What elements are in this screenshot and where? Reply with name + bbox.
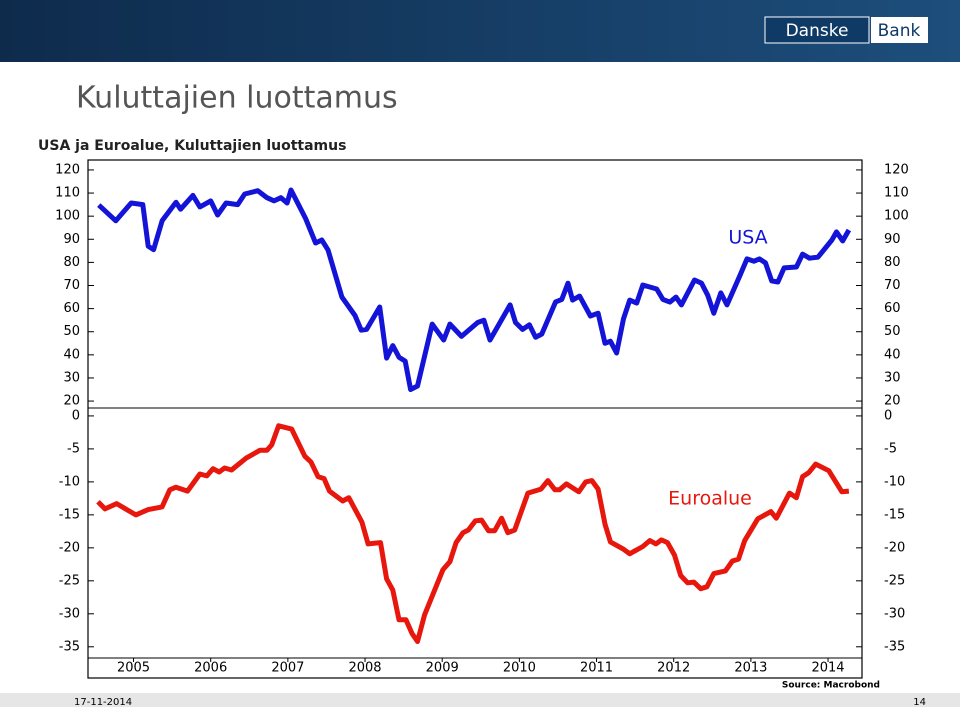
footer-date: 17-11-2014 bbox=[74, 697, 132, 707]
footer-page: 14 bbox=[913, 697, 926, 707]
x-tick-label: 2005 bbox=[117, 661, 150, 676]
y-tick-label: -10 bbox=[59, 474, 80, 489]
y-tick-label: 120 bbox=[55, 162, 80, 177]
y-tick-label: 70 bbox=[63, 278, 80, 293]
y-tick-label: -30 bbox=[59, 606, 80, 621]
x-tick-label: 2006 bbox=[194, 661, 227, 676]
source: Source: Macrobond bbox=[782, 681, 880, 691]
y2-tick-label: -5 bbox=[884, 441, 897, 456]
logo-text: Bank bbox=[878, 21, 921, 41]
y2-tick-label: 20 bbox=[884, 394, 901, 409]
logo-box bbox=[871, 17, 928, 43]
y-tick-label: 110 bbox=[55, 186, 80, 201]
y2-tick-label: 40 bbox=[884, 347, 901, 362]
y-tick-label: 30 bbox=[63, 370, 80, 385]
y-tick-label: -25 bbox=[59, 573, 80, 588]
y-tick-label: -35 bbox=[59, 639, 80, 654]
y-tick-label: 0 bbox=[72, 408, 80, 423]
chart-frame bbox=[87, 159, 863, 679]
x-tick-label: 2010 bbox=[503, 661, 536, 676]
series-label: USA bbox=[728, 227, 767, 249]
y-tick-label: 90 bbox=[63, 232, 80, 247]
series-label: Euroalue bbox=[668, 488, 752, 510]
y2-tick-label: 110 bbox=[884, 186, 909, 201]
x-tick-label: 2009 bbox=[426, 661, 459, 676]
y2-tick-label: 80 bbox=[884, 255, 901, 270]
y2-tick-label: 0 bbox=[884, 408, 892, 423]
series-line bbox=[97, 187, 852, 392]
y2-tick-label: 30 bbox=[884, 370, 901, 385]
x-tick-label: 2011 bbox=[580, 661, 613, 676]
y2-tick-label: -30 bbox=[884, 606, 905, 621]
y2-tick-label: 50 bbox=[884, 324, 901, 339]
y-tick-label: 100 bbox=[55, 209, 80, 224]
y2-tick-label: 100 bbox=[884, 209, 909, 224]
y2-tick-label: 120 bbox=[884, 162, 909, 177]
x-tick-label: 2013 bbox=[734, 661, 767, 676]
x-tick-label: 2012 bbox=[657, 661, 690, 676]
footer-band bbox=[0, 693, 960, 707]
logo-box bbox=[764, 16, 870, 44]
y2-tick-label: -15 bbox=[884, 507, 905, 522]
x-tick-label: 2007 bbox=[271, 661, 304, 676]
series-label-bg bbox=[670, 488, 750, 510]
y2-tick-label: 90 bbox=[884, 232, 901, 247]
y2-tick-label: -20 bbox=[884, 540, 905, 555]
series-line bbox=[96, 423, 850, 644]
y-tick-label: 40 bbox=[63, 347, 80, 362]
y-tick-label: -5 bbox=[67, 441, 80, 456]
y-tick-label: 80 bbox=[63, 255, 80, 270]
y-tick-label: 20 bbox=[63, 394, 80, 409]
y2-tick-label: -35 bbox=[884, 639, 905, 654]
y2-tick-label: 70 bbox=[884, 278, 901, 293]
logo-text: Danske bbox=[786, 21, 849, 41]
page-title: Kuluttajien luottamus bbox=[76, 81, 398, 116]
y2-tick-label: 60 bbox=[884, 301, 901, 316]
x-tick-label: 2008 bbox=[348, 661, 381, 676]
y-tick-label: -20 bbox=[59, 540, 80, 555]
y-tick-label: 60 bbox=[63, 301, 80, 316]
y-tick-label: 50 bbox=[63, 324, 80, 339]
y2-tick-label: -10 bbox=[884, 474, 905, 489]
x-tick-label: 2014 bbox=[811, 661, 844, 676]
series-label-bg bbox=[708, 227, 788, 249]
y-tick-label: -15 bbox=[59, 507, 80, 522]
chart-subtitle: USA ja Euroalue, Kuluttajien luottamus bbox=[38, 138, 346, 154]
y2-tick-label: -25 bbox=[884, 573, 905, 588]
